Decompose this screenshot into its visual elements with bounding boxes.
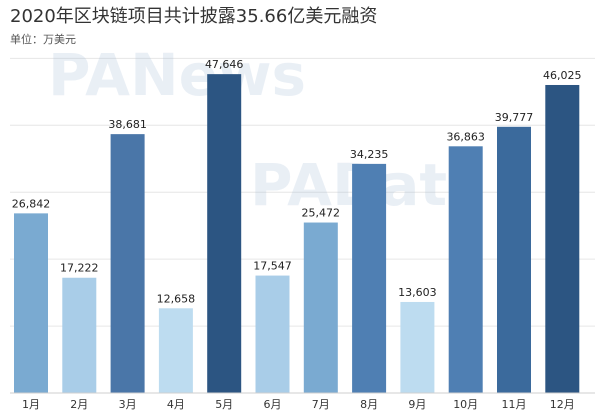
value-label: 36,863 <box>446 130 485 143</box>
value-label: 25,472 <box>302 207 341 220</box>
bar-2月 <box>62 277 97 393</box>
chart-title: 2020年区块链项目共计披露35.66亿美元融资 <box>10 6 378 27</box>
bar-1月 <box>14 213 48 393</box>
watermark-panews: PANews <box>48 41 306 109</box>
bar-6月 <box>255 275 290 393</box>
x-tick-label: 4月 <box>167 398 185 411</box>
x-tick-label: 3月 <box>119 398 137 411</box>
value-label: 12,658 <box>157 292 196 305</box>
x-tick-label: 5月 <box>215 398 233 411</box>
bar-10月 <box>448 146 483 393</box>
x-tick-label: 9月 <box>408 398 426 411</box>
value-label: 38,681 <box>108 118 147 131</box>
value-label: 17,222 <box>60 262 99 275</box>
value-label: 46,025 <box>543 69 582 82</box>
x-tick-label: 7月 <box>312 398 330 411</box>
value-label: 17,547 <box>253 260 292 273</box>
bar-9月 <box>400 301 435 393</box>
value-label: 39,777 <box>495 111 534 124</box>
bar-5月 <box>207 74 242 393</box>
value-label: 47,646 <box>205 58 244 71</box>
value-label: 13,603 <box>398 286 437 299</box>
bar-8月 <box>352 163 387 393</box>
x-tick-labels: 1月 2月 3月 4月 5月 6月 7月 8月 9月 10月 11月 12月 <box>22 398 575 411</box>
x-tick-label: 12月 <box>550 398 575 411</box>
x-tick-label: 1月 <box>22 398 40 411</box>
value-label: 26,842 <box>12 197 51 210</box>
bars <box>14 74 580 394</box>
x-tick-label: 6月 <box>264 398 282 411</box>
bar-11月 <box>497 126 531 393</box>
bar-12月 <box>545 84 580 393</box>
x-tick-label: 10月 <box>453 398 478 411</box>
x-tick-label: 2月 <box>70 398 88 411</box>
chart-unit-label: 单位：万美元 <box>10 33 76 46</box>
value-label: 34,235 <box>350 148 389 161</box>
x-tick-label: 8月 <box>360 398 378 411</box>
bar-7月 <box>303 222 338 393</box>
x-tick-label: 11月 <box>502 398 527 411</box>
value-labels: 26,842 17,222 38,681 12,658 47,646 17,547 25,4… <box>12 58 582 305</box>
bar-3月 <box>110 134 145 394</box>
bar-4月 <box>158 308 193 393</box>
